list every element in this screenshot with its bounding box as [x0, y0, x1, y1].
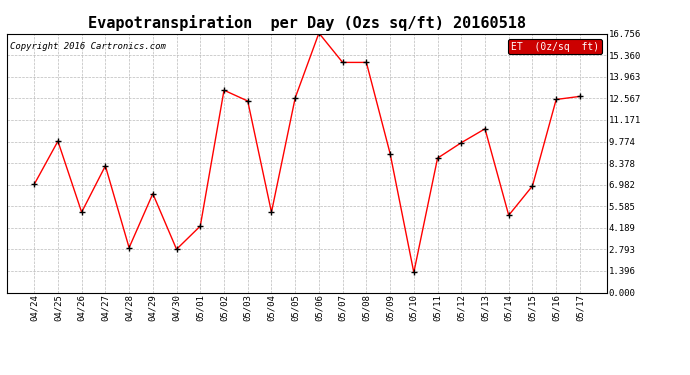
Text: Copyright 2016 Cartronics.com: Copyright 2016 Cartronics.com — [10, 42, 166, 51]
Title: Evapotranspiration  per Day (Ozs sq/ft) 20160518: Evapotranspiration per Day (Ozs sq/ft) 2… — [88, 15, 526, 31]
Legend: ET  (0z/sq  ft): ET (0z/sq ft) — [509, 39, 602, 54]
